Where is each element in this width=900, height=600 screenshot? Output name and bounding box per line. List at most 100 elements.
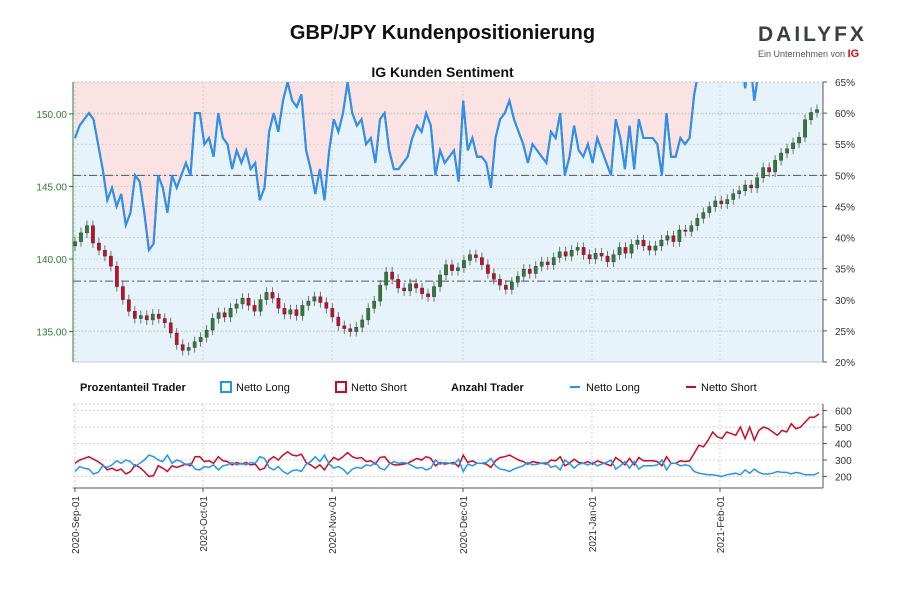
price-candle xyxy=(103,250,107,257)
price-candle xyxy=(258,299,263,312)
price-candle xyxy=(300,305,305,316)
price-candle xyxy=(270,292,275,299)
price-candle xyxy=(294,309,299,316)
price-candle xyxy=(85,225,89,234)
price-candle xyxy=(79,232,83,242)
price-candle xyxy=(677,229,682,242)
price-candle xyxy=(719,200,724,205)
price-candle xyxy=(515,276,520,283)
price-candle xyxy=(545,261,550,265)
price-candle xyxy=(306,300,311,306)
price-candle xyxy=(653,245,658,251)
price-candle xyxy=(456,267,460,271)
price-candle xyxy=(468,254,472,261)
percent-tick-label: 35% xyxy=(835,265,855,276)
percent-tick-label: 20% xyxy=(835,358,855,369)
price-candle xyxy=(671,235,676,242)
price-candle xyxy=(581,247,586,255)
price-candle xyxy=(216,312,221,319)
price-candle xyxy=(707,206,712,213)
percent-tick-label: 25% xyxy=(835,327,855,338)
price-candle xyxy=(611,254,616,263)
price-candle xyxy=(408,283,412,292)
price-candle xyxy=(683,229,688,232)
count-tick-label: 400 xyxy=(835,440,852,451)
price-candle xyxy=(797,136,801,144)
price-candle xyxy=(132,311,137,319)
price-candle xyxy=(701,212,706,219)
price-candle xyxy=(444,264,448,276)
price-candle xyxy=(599,252,604,257)
price-candle xyxy=(192,341,197,348)
price-tick-label: 145.00 xyxy=(36,182,67,193)
price-candle xyxy=(168,322,173,334)
price-candle xyxy=(563,251,568,257)
legend: Prozentanteil Trader Netto Long Netto Sh… xyxy=(80,381,757,394)
price-candle xyxy=(115,266,119,287)
brand-owner: IG xyxy=(847,48,860,60)
legend-percent-short: Netto Short xyxy=(351,382,407,394)
price-candle xyxy=(749,184,754,189)
percent-tick-label: 65% xyxy=(835,78,855,89)
price-candle xyxy=(509,282,514,290)
price-candle xyxy=(222,312,227,318)
price-candle xyxy=(539,261,544,267)
price-candle xyxy=(210,318,215,331)
percent-tick-label: 30% xyxy=(835,296,855,307)
price-candle xyxy=(204,329,209,338)
price-candle xyxy=(713,200,718,207)
price-candle xyxy=(785,148,789,154)
price-candle xyxy=(773,160,777,173)
long-area xyxy=(73,82,823,362)
chart-subtitle: IG Kunden Sentiment xyxy=(371,64,514,80)
date-tick-label: 2020-Dec-01 xyxy=(459,496,470,554)
price-candle xyxy=(330,308,335,318)
count-tick-label: 300 xyxy=(835,456,852,467)
count-tick-label: 500 xyxy=(835,423,852,434)
price-candle xyxy=(815,109,819,113)
price-candle xyxy=(557,251,562,258)
price-candle xyxy=(121,286,125,300)
price-candle xyxy=(360,319,365,328)
price-candle xyxy=(731,193,736,200)
legend-count-title: Anzahl Trader xyxy=(451,382,524,394)
price-candle xyxy=(144,315,149,321)
price-candle xyxy=(480,257,484,265)
price-candle xyxy=(402,287,406,292)
price-candle xyxy=(809,112,813,120)
short-area xyxy=(73,82,823,250)
price-candle xyxy=(527,268,532,274)
price-candle xyxy=(635,239,640,245)
count-panel: 200 300 400 500 600 2020-Sep-01 2020-Oct-01 202… xyxy=(71,403,852,554)
price-candle xyxy=(156,313,161,319)
price-candle xyxy=(318,296,323,303)
price-candle xyxy=(91,225,95,244)
price-candle xyxy=(246,297,251,306)
legend-short-swatch xyxy=(335,381,347,393)
main-panel: 20% 25% 30% 35% 40% 45% 50% 55% 60% 65% 135.00 140.… xyxy=(36,78,855,369)
price-candle xyxy=(533,266,538,274)
percent-tick-label: 40% xyxy=(835,234,855,245)
brand-tagline: Ein Unternehmen von IG xyxy=(758,48,868,60)
count-short-line xyxy=(74,413,820,478)
price-candle xyxy=(342,325,347,329)
brand-name: DAILYFX xyxy=(758,23,867,46)
price-candle xyxy=(366,308,371,321)
price-candle xyxy=(617,247,622,255)
price-candle xyxy=(725,199,730,205)
date-tick-label: 2021-Jan-01 xyxy=(588,496,599,553)
price-tick-label: 135.00 xyxy=(36,328,67,339)
price-candle xyxy=(629,244,634,254)
price-candle xyxy=(689,225,694,232)
chart-title: GBP/JPY Kundenpositionierung xyxy=(289,22,596,44)
price-candle xyxy=(438,274,442,287)
price-candle xyxy=(492,273,496,280)
price-candle xyxy=(240,297,245,305)
price-candle xyxy=(228,308,233,318)
price-candle xyxy=(486,264,490,274)
count-tick-label: 200 xyxy=(835,472,852,483)
price-candle xyxy=(198,337,203,342)
count-long-line xyxy=(74,453,820,478)
price-candle xyxy=(138,315,143,319)
